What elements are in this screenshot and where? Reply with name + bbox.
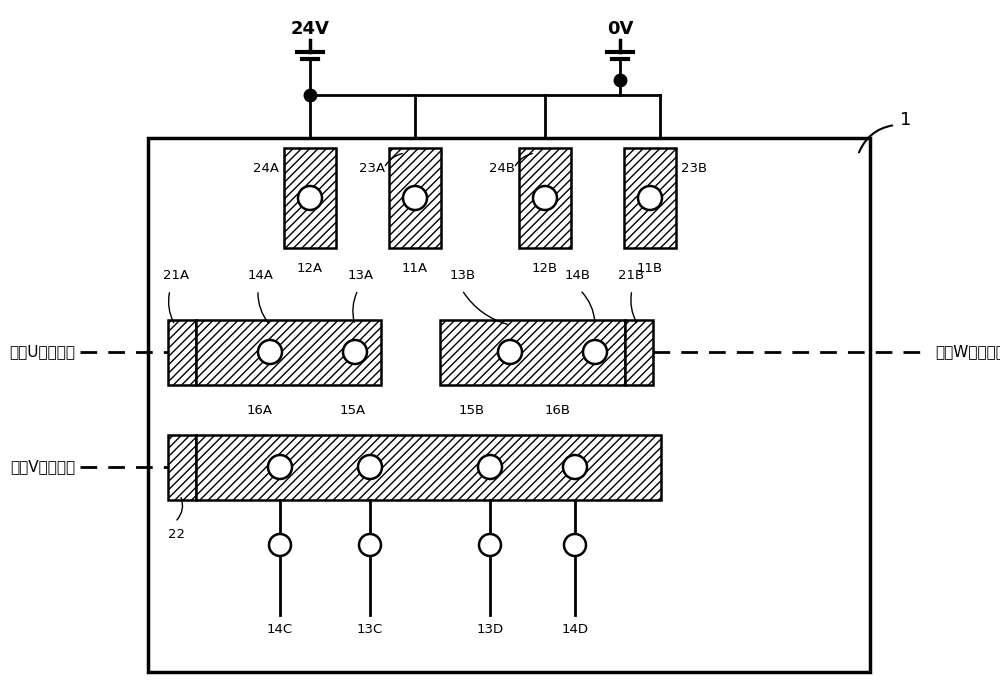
Bar [624, 148, 676, 248]
Bar [284, 148, 336, 248]
Bar [168, 435, 196, 500]
Circle shape [564, 534, 586, 556]
Text: 12A: 12A [297, 262, 323, 275]
Text: 16B: 16B [545, 404, 571, 417]
Circle shape [258, 340, 282, 364]
Text: 21A: 21A [163, 269, 189, 282]
Text: 15B: 15B [459, 404, 485, 417]
Text: 13C: 13C [357, 623, 383, 636]
Bar [389, 148, 441, 248]
Circle shape [563, 455, 587, 479]
Text: 15A: 15A [340, 404, 366, 417]
Text: 1: 1 [900, 111, 911, 129]
Text: 13D: 13D [476, 623, 504, 636]
Circle shape [583, 340, 607, 364]
Text: 连向W相电力线: 连向W相电力线 [935, 345, 1000, 359]
Text: 13A: 13A [348, 269, 374, 282]
Text: 12B: 12B [532, 262, 558, 275]
Text: 22: 22 [168, 528, 185, 541]
Text: 16A: 16A [247, 404, 273, 417]
Circle shape [268, 455, 292, 479]
Circle shape [638, 186, 662, 210]
Bar [440, 320, 625, 385]
Text: 14D: 14D [562, 623, 588, 636]
Text: 14B: 14B [565, 269, 591, 282]
Text: 24A: 24A [253, 161, 279, 175]
Bar [625, 320, 653, 385]
Circle shape [358, 455, 382, 479]
Bar [168, 320, 196, 385]
Text: 连向U相电力线: 连向U相电力线 [9, 345, 75, 359]
Circle shape [533, 186, 557, 210]
Circle shape [478, 455, 502, 479]
Circle shape [359, 534, 381, 556]
Text: 连向V相电力线: 连向V相电力线 [10, 459, 75, 475]
Text: 24B: 24B [489, 161, 515, 175]
Text: 14C: 14C [267, 623, 293, 636]
Bar [196, 435, 661, 500]
Text: 11B: 11B [637, 262, 663, 275]
Text: 23B: 23B [681, 161, 707, 175]
Circle shape [269, 534, 291, 556]
Text: 24V: 24V [291, 20, 329, 38]
Text: 0V: 0V [607, 20, 633, 38]
Circle shape [498, 340, 522, 364]
Text: 14A: 14A [248, 269, 274, 282]
Circle shape [343, 340, 367, 364]
Text: 21B: 21B [618, 269, 644, 282]
Circle shape [298, 186, 322, 210]
Bar [148, 138, 870, 672]
Text: 11A: 11A [402, 262, 428, 275]
Bar [196, 320, 381, 385]
Text: 23A: 23A [359, 161, 385, 175]
Circle shape [403, 186, 427, 210]
Circle shape [479, 534, 501, 556]
Text: 13B: 13B [450, 269, 476, 282]
Bar [519, 148, 571, 248]
